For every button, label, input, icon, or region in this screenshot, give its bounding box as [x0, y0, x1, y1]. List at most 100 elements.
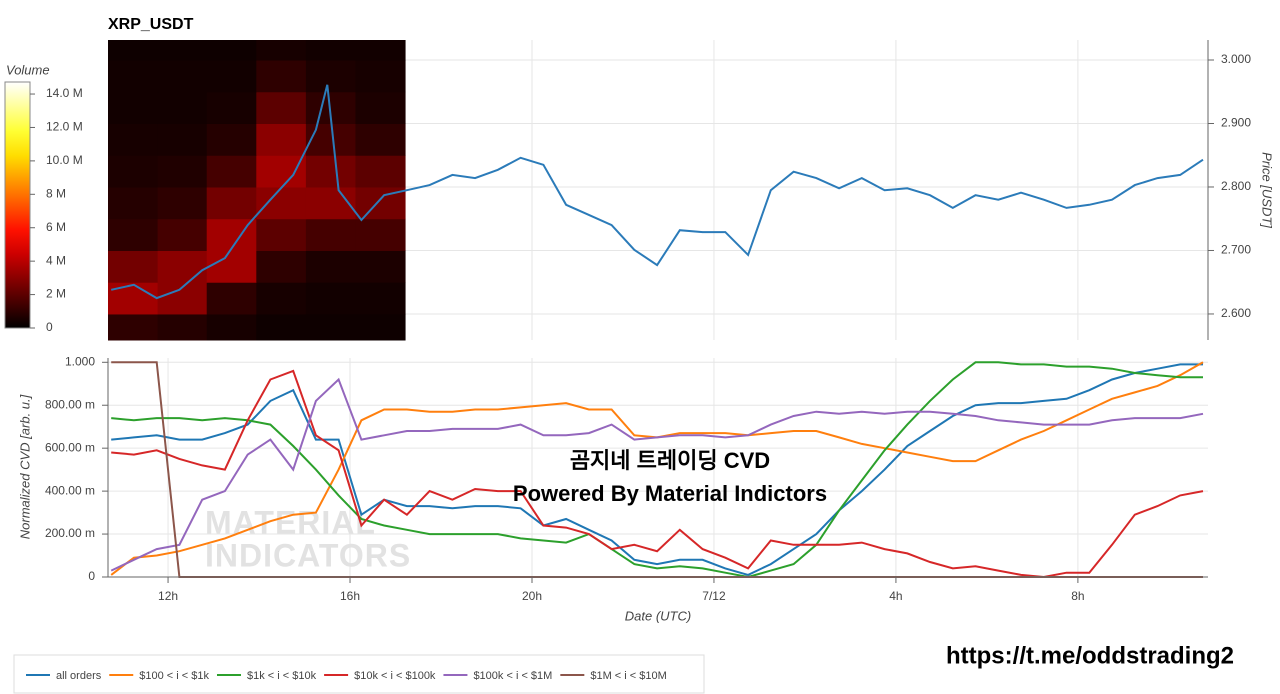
heatmap-cell — [256, 40, 307, 61]
cvd-line — [111, 369, 1204, 579]
heatmap-cell — [305, 250, 356, 283]
x-tick-label: 20h — [522, 589, 542, 603]
y-axis-label: Normalized CVD [arb. u.] — [17, 394, 32, 539]
heatmap-cell — [157, 60, 208, 93]
heatmap-cell — [206, 313, 257, 341]
heatmap-cell — [256, 218, 307, 251]
heatmap-cell — [206, 250, 257, 283]
y2-tick-label: 2.600 — [1221, 306, 1251, 320]
heatmap-cell — [355, 155, 406, 188]
heatmap-cell — [355, 60, 406, 93]
heatmap-cell — [256, 313, 307, 341]
heatmap-cell — [157, 40, 208, 61]
legend-label: $100k < i < $1M — [473, 670, 552, 682]
y2-tick-label: 2.900 — [1221, 116, 1251, 130]
heatmap-cell — [355, 40, 406, 61]
legend-label: $100 < i < $1k — [139, 670, 209, 682]
heatmap-cell — [355, 250, 406, 283]
heatmap-cell — [355, 91, 406, 124]
heatmap-cell — [108, 91, 159, 124]
chart-title: XRP_USDT — [108, 16, 194, 33]
heatmap-cell — [157, 313, 208, 341]
heatmap-cell — [108, 282, 159, 315]
heatmap-cell — [305, 123, 356, 156]
x-tick-label: 16h — [340, 589, 360, 603]
colorbar-tick-label: 4 M — [46, 253, 66, 267]
x-tick-label: 7/12 — [702, 589, 726, 603]
heatmap-cell — [108, 218, 159, 251]
heatmap-cell — [355, 313, 406, 341]
heatmap-cell — [305, 282, 356, 315]
heatmap-cell — [108, 186, 159, 220]
heatmap-cell — [256, 60, 307, 93]
heatmap-cell — [305, 313, 356, 341]
heatmap-cell — [256, 282, 307, 315]
watermark: MATERIAL — [205, 504, 376, 540]
y2-axis-label: Price [USDT] — [1260, 152, 1275, 228]
legend-label: all orders — [56, 670, 102, 682]
heatmap-cell — [206, 282, 257, 315]
x-axis-label: Date (UTC) — [625, 608, 691, 623]
heatmap-cell — [355, 282, 406, 315]
cvd-line — [110, 377, 1204, 572]
y-tick-label: 0 — [88, 569, 95, 583]
y2-tick-label: 3.000 — [1221, 52, 1251, 66]
colorbar-tick-label: 14.0 M — [46, 86, 83, 100]
y-tick-label: 800.00 m — [45, 397, 95, 411]
heatmap-cell — [256, 186, 307, 220]
heatmap-cell — [108, 250, 159, 283]
colorbar-tick-label: 2 M — [46, 287, 66, 301]
heatmap-cell — [108, 313, 159, 341]
heatmap-cell — [206, 186, 257, 220]
colorbar-tick-label: 10.0 M — [46, 153, 83, 167]
heatmap-cell — [305, 60, 356, 93]
x-tick-label: 8h — [1071, 589, 1084, 603]
colorbar-tick-label: 6 M — [46, 220, 66, 234]
heatmap-cell — [108, 60, 159, 93]
x-tick-label: 4h — [889, 589, 902, 603]
y2-tick-label: 2.800 — [1221, 179, 1251, 193]
y-tick-label: 200.00 m — [45, 526, 95, 540]
heatmap-cell — [108, 40, 159, 61]
heatmap-cell — [256, 123, 307, 156]
y-tick-label: 1.000 — [65, 354, 95, 368]
link-text: https://t.me/oddstrading2 — [946, 642, 1234, 669]
heatmap-cell — [157, 155, 208, 188]
y2-tick-label: 2.700 — [1221, 243, 1251, 257]
watermark: INDICATORS — [205, 537, 411, 573]
legend-label: $1k < i < $10k — [247, 670, 317, 682]
heatmap-cell — [206, 60, 257, 93]
heatmap-cell — [206, 155, 257, 188]
y-tick-label: 400.00 m — [45, 483, 95, 497]
heatmap-cell — [256, 250, 307, 283]
price-line — [110, 84, 1204, 300]
colorbar — [4, 81, 31, 329]
heatmap-cell — [256, 155, 307, 188]
heatmap-cell — [157, 250, 208, 283]
heatmap-cell — [305, 155, 356, 188]
heatmap-cell — [157, 91, 208, 124]
cvd-line — [111, 361, 1203, 579]
heatmap-cell — [305, 40, 356, 61]
colorbar-tick-label: 0 — [46, 320, 53, 334]
x-tick-label: 12h — [158, 589, 178, 603]
heatmap-cell — [256, 91, 307, 124]
heatmap-cell — [157, 123, 208, 156]
annotation: 곰지네 트레이딩 CVD — [570, 448, 770, 473]
heatmap-cell — [355, 123, 406, 156]
colorbar-label: Volume — [6, 62, 50, 77]
heatmap-cell — [206, 91, 257, 124]
heatmap-cell — [108, 123, 159, 156]
heatmap-cell — [157, 218, 208, 251]
heatmap-cell — [355, 218, 406, 251]
legend-label: $1M < i < $10M — [590, 670, 666, 682]
colorbar-tick-label: 8 M — [46, 186, 66, 200]
heatmap-cell — [108, 155, 159, 188]
legend-label: $10k < i < $100k — [354, 670, 436, 682]
heatmap-cell — [305, 218, 356, 251]
heatmap-cell — [206, 40, 257, 61]
y-tick-label: 600.00 m — [45, 440, 95, 454]
heatmap-cell — [206, 123, 257, 156]
colorbar-tick-label: 12.0 M — [46, 120, 83, 134]
heatmap-cell — [157, 186, 208, 220]
